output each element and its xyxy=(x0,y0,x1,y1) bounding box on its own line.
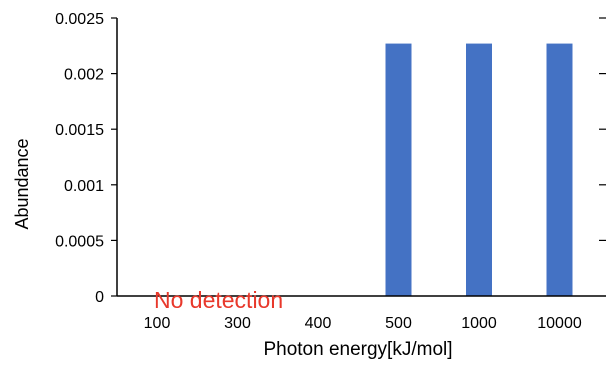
y-tick-label: 0.0005 xyxy=(55,233,104,250)
y-tick-label: 0.0015 xyxy=(55,122,104,139)
y-tick-label: 0 xyxy=(95,289,104,306)
y-tick-label: 0.0025 xyxy=(55,11,104,28)
no-detection-annotation: No detection xyxy=(154,287,283,313)
right-axis-ticks xyxy=(599,17,606,241)
x-tick-label: 300 xyxy=(224,315,251,332)
bar-1000 xyxy=(466,43,492,296)
x-axis-label: Photon energy[kJ/mol] xyxy=(263,339,452,360)
x-tick-label: 500 xyxy=(385,315,412,332)
x-axis-ticks: 100 300 400 500 1000 10000 xyxy=(144,315,582,332)
y-tick-label: 0.002 xyxy=(64,67,104,84)
bar-10000 xyxy=(546,43,573,296)
bars xyxy=(385,43,573,296)
y-axis-ticks: 0 0.0005 0.001 0.0015 0.002 0.0025 xyxy=(55,11,117,306)
x-tick-label: 1000 xyxy=(461,315,497,332)
x-tick-label: 100 xyxy=(144,315,171,332)
bar-500 xyxy=(385,43,412,296)
y-axis-label: Abundance xyxy=(12,138,32,229)
x-tick-label: 400 xyxy=(305,315,332,332)
y-tick-label: 0.001 xyxy=(64,178,104,195)
x-tick-label: 10000 xyxy=(537,315,582,332)
